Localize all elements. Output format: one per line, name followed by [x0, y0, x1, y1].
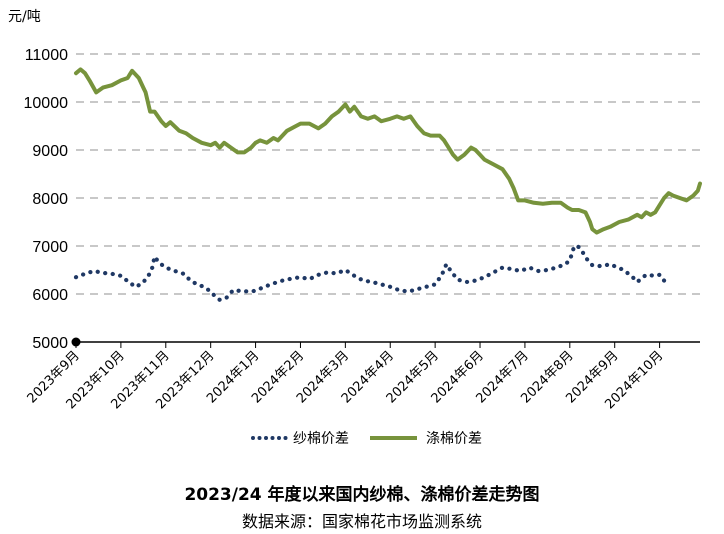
series-line-poly-cotton	[74, 67, 702, 235]
price-spread-chart: 5000 6000 7000 8000 9000 10000 11000 元/吨 2023年…	[8, 9, 702, 447]
x-axis-ticks: 2023年9月2023年10月2023年11月2023年12月2024年1月20…	[25, 342, 666, 412]
legend-dotted-swatch	[251, 436, 288, 440]
y-tick-11000: 11000	[25, 47, 68, 64]
legend-dot-1	[257, 436, 262, 440]
legend: 纱棉价差 涤棉价差	[251, 430, 482, 447]
chart-title: 2023/24 年度以来国内纱棉、涤棉价差走势图	[184, 485, 540, 505]
legend-dot-0	[251, 436, 255, 440]
legend-item-yarn-cotton: 纱棉价差	[251, 430, 349, 447]
series-layer	[73, 67, 702, 303]
legend-label-yarn-cotton: 纱棉价差	[293, 430, 349, 447]
y-tick-6000: 6000	[32, 287, 68, 304]
legend-dot-5	[283, 436, 288, 440]
chart-source: 数据来源：国家棉花市场监测系统	[241, 512, 482, 531]
y-tick-8000: 8000	[32, 191, 68, 208]
legend-dot-4	[277, 436, 281, 440]
legend-item-poly-cotton: 涤棉价差	[370, 430, 482, 447]
gridlines	[76, 53, 700, 295]
y-axis-ticks: 5000 6000 7000 8000 9000 10000 11000	[24, 47, 69, 352]
y-axis-unit-label: 元/吨	[8, 9, 41, 25]
legend-label-poly-cotton: 涤棉价差	[426, 430, 482, 447]
y-tick-5000: 5000	[32, 335, 68, 352]
legend-dot-2	[264, 436, 268, 440]
legend-dot-3	[270, 436, 275, 440]
y-tick-10000: 10000	[24, 95, 69, 112]
y-tick-7000: 7000	[32, 239, 68, 256]
series-line-yarn-cotton	[73, 243, 671, 303]
y-tick-9000: 9000	[32, 143, 68, 160]
